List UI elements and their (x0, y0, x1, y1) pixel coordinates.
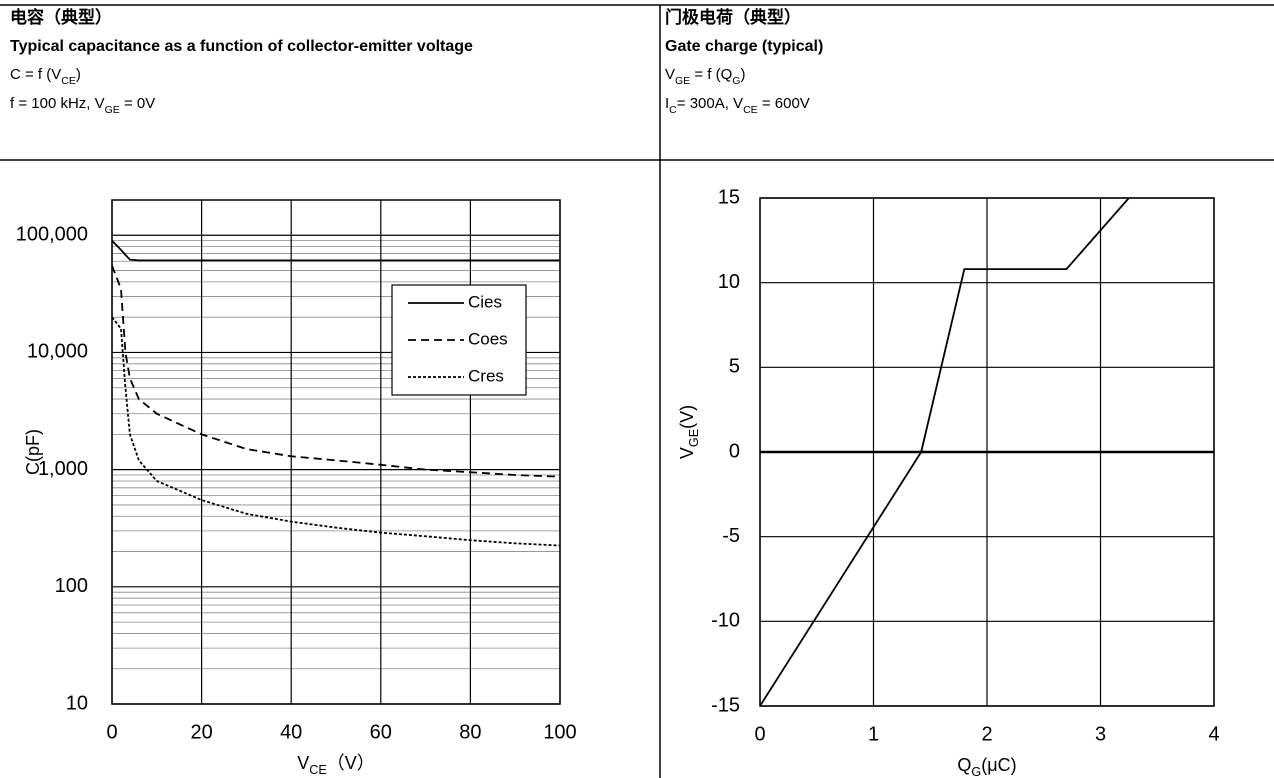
x-axis-label-part: Q (957, 755, 971, 775)
y-axis-label-part: (V) (677, 405, 697, 429)
x-axis-label-part: V (297, 753, 309, 773)
x-tick-label: 60 (370, 721, 392, 743)
legend-label: Cies (468, 292, 502, 311)
y-tick-label: -15 (711, 694, 740, 716)
conditions-part: = 600V (758, 95, 810, 112)
formula-part: G (732, 75, 740, 87)
y-axis-label: C(pF) (23, 429, 43, 475)
formula-part: C = f (V (10, 66, 61, 83)
x-axis-label: VCE（V） (297, 753, 375, 778)
formula-part: ) (740, 66, 745, 83)
plot-frame (111, 199, 561, 705)
y-tick-label: 0 (729, 440, 740, 462)
conditions: IC= 300A, VCE = 600V (665, 95, 810, 116)
y-tick-label: -5 (722, 525, 740, 547)
y-tick-label: 10 (66, 692, 88, 714)
y-axis-label-part: C(pF) (23, 429, 43, 475)
y-tick-label: 5 (729, 356, 740, 378)
x-axis-label-part: G (971, 765, 981, 778)
conditions-part: f = 100 kHz, V (10, 95, 105, 112)
x-axis-label-part: （V） (327, 753, 375, 773)
y-axis-label: VGE(V) (677, 405, 702, 459)
x-axis-label-part: CE (309, 763, 327, 777)
x-tick-label: 0 (754, 723, 765, 745)
formula-part: = f (Q (690, 66, 732, 83)
formula: C = f (VCE) (10, 66, 81, 87)
title-en: Typical capacitance as a function of col… (10, 38, 473, 55)
y-tick-label: 1,000 (38, 458, 88, 480)
formula-part: CE (61, 75, 76, 87)
y-tick-label: 100 (55, 575, 88, 597)
x-tick-label: 4 (1208, 723, 1219, 745)
title-cn: 电容（典型） (10, 7, 112, 28)
y-tick-label: 100,000 (16, 224, 88, 246)
conditions-part: C (669, 104, 677, 116)
x-tick-label: 20 (190, 721, 212, 743)
y-tick-label: 15 (718, 186, 740, 208)
series-line (112, 240, 560, 262)
conditions-part: = 300A, V (677, 95, 743, 112)
formula-part: V (665, 66, 675, 83)
y-axis-label-part: V (677, 447, 697, 459)
legend-label: Coes (468, 329, 508, 348)
formula-part: ) (76, 66, 81, 83)
x-tick-label: 80 (459, 721, 481, 743)
x-tick-label: 0 (106, 721, 117, 743)
y-tick-label: -10 (711, 610, 740, 632)
y-axis-label-part: GE (687, 429, 701, 447)
formula: VGE = f (QG) (665, 66, 745, 87)
x-tick-label: 100 (543, 721, 576, 743)
x-tick-label: 40 (280, 721, 302, 743)
conditions: f = 100 kHz, VGE = 0V (10, 95, 155, 116)
x-axis-label: QG(μC) (957, 755, 1016, 778)
plot-frame (759, 197, 1215, 707)
series-line (760, 198, 1130, 706)
x-axis-label-part: (μC) (981, 755, 1016, 775)
title-cn: 门极电荷（典型） (665, 7, 801, 28)
legend-label: Cres (468, 366, 504, 385)
series-line (112, 265, 560, 478)
formula-part: GE (675, 75, 690, 87)
y-tick-label: 10 (718, 271, 740, 293)
conditions-part: = 0V (120, 95, 155, 112)
series-line (112, 316, 560, 547)
x-tick-label: 1 (868, 723, 879, 745)
y-tick-label: 10,000 (27, 341, 88, 363)
title-en: Gate charge (typical) (665, 38, 823, 55)
x-tick-label: 2 (981, 723, 992, 745)
conditions-part: CE (743, 104, 758, 116)
x-tick-label: 3 (1095, 723, 1106, 745)
conditions-part: GE (105, 104, 120, 116)
conditions-part: I (665, 95, 669, 112)
